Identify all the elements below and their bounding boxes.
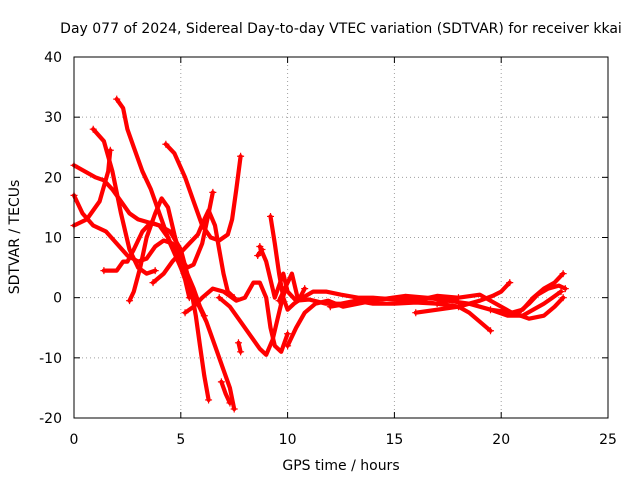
grid-lines bbox=[74, 57, 608, 418]
data-point-marker bbox=[181, 309, 189, 317]
data-point-marker bbox=[561, 285, 569, 293]
x-axis-label: GPS time / hours bbox=[282, 458, 399, 474]
x-tick-label: 15 bbox=[385, 432, 403, 448]
series-line bbox=[219, 379, 232, 406]
data-point-marker bbox=[267, 212, 275, 220]
x-tick-label: 10 bbox=[279, 432, 297, 448]
series-line bbox=[127, 190, 215, 303]
series-line bbox=[516, 283, 568, 315]
y-tick-label: 40 bbox=[44, 50, 62, 66]
data-point-marker bbox=[185, 294, 193, 302]
x-tick-label: 20 bbox=[492, 432, 510, 448]
series-line bbox=[183, 280, 290, 354]
data-point-marker bbox=[149, 279, 157, 287]
series-line bbox=[257, 244, 461, 309]
data-point-marker bbox=[487, 306, 495, 314]
data-point-marker bbox=[284, 330, 292, 338]
data-point-marker bbox=[126, 297, 134, 305]
y-tick-label: -20 bbox=[39, 411, 62, 427]
data-point-marker bbox=[514, 309, 522, 317]
y-tick-label: 0 bbox=[53, 291, 62, 307]
series-line bbox=[150, 208, 237, 300]
data-point-marker bbox=[151, 267, 159, 275]
series-line bbox=[71, 148, 113, 228]
data-point-marker bbox=[433, 300, 441, 308]
axis-ticks: 0 5 10 15 20 25 -20 -10 0 10 20 30 40 bbox=[39, 50, 617, 448]
data-point-marker bbox=[559, 270, 567, 278]
series-arc-22 bbox=[254, 246, 266, 260]
series-line bbox=[114, 97, 237, 412]
series-line bbox=[328, 293, 566, 321]
series-line bbox=[277, 271, 307, 303]
series-arc-18 bbox=[487, 288, 565, 318]
data-point-marker bbox=[217, 378, 225, 386]
series-arc-7 bbox=[126, 188, 217, 305]
data-point-marker bbox=[284, 342, 292, 350]
series-arc-23 bbox=[275, 271, 309, 305]
data-point-marker bbox=[113, 95, 121, 103]
data-point-marker bbox=[254, 252, 262, 260]
data-point-marker bbox=[559, 294, 567, 302]
data-point-marker bbox=[234, 339, 242, 347]
series-arc-15 bbox=[326, 293, 567, 321]
data-point-marker bbox=[162, 140, 170, 148]
x-tick-label: 5 bbox=[176, 432, 185, 448]
data-point-marker bbox=[557, 288, 565, 296]
data-point-marker bbox=[412, 309, 420, 317]
series-arc-6 bbox=[89, 125, 159, 276]
data-point-marker bbox=[237, 152, 245, 160]
data-point-marker bbox=[487, 327, 495, 335]
series-line bbox=[488, 289, 564, 318]
series-line bbox=[217, 286, 288, 357]
series-arc-19 bbox=[514, 283, 569, 317]
y-tick-label: 20 bbox=[44, 170, 62, 186]
y-tick-label: 30 bbox=[44, 110, 62, 126]
series-arc-10 bbox=[181, 280, 292, 354]
data-point-marker bbox=[205, 396, 213, 404]
data-point-marker bbox=[100, 267, 108, 275]
data-point-marker bbox=[209, 188, 217, 196]
series-line bbox=[255, 247, 265, 258]
series-arc-21 bbox=[234, 339, 245, 356]
data-series bbox=[70, 95, 569, 413]
data-point-marker bbox=[506, 279, 514, 287]
x-tick-label: 0 bbox=[70, 432, 79, 448]
series-arc-9 bbox=[162, 140, 245, 243]
series-line bbox=[413, 280, 512, 315]
series-line bbox=[163, 142, 243, 243]
series-arc-16 bbox=[412, 279, 514, 317]
series-line bbox=[91, 127, 158, 276]
y-tick-label: 10 bbox=[44, 231, 62, 247]
y-axis-label: SDTVAR / TECUs bbox=[7, 180, 23, 295]
series-arc-20 bbox=[217, 378, 234, 407]
data-point-marker bbox=[226, 399, 234, 407]
chart-title: Day 077 of 2024, Sidereal Day-to-day VTE… bbox=[60, 21, 622, 37]
data-point-marker bbox=[301, 285, 309, 293]
data-point-marker bbox=[275, 297, 283, 305]
data-point-marker bbox=[258, 246, 266, 254]
data-point-marker bbox=[230, 405, 238, 413]
x-tick-label: 25 bbox=[599, 432, 617, 448]
data-point-marker bbox=[326, 303, 334, 311]
data-point-marker bbox=[215, 294, 223, 302]
y-tick-label: -10 bbox=[39, 351, 62, 367]
data-point-marker bbox=[237, 348, 245, 356]
data-point-marker bbox=[89, 125, 97, 133]
